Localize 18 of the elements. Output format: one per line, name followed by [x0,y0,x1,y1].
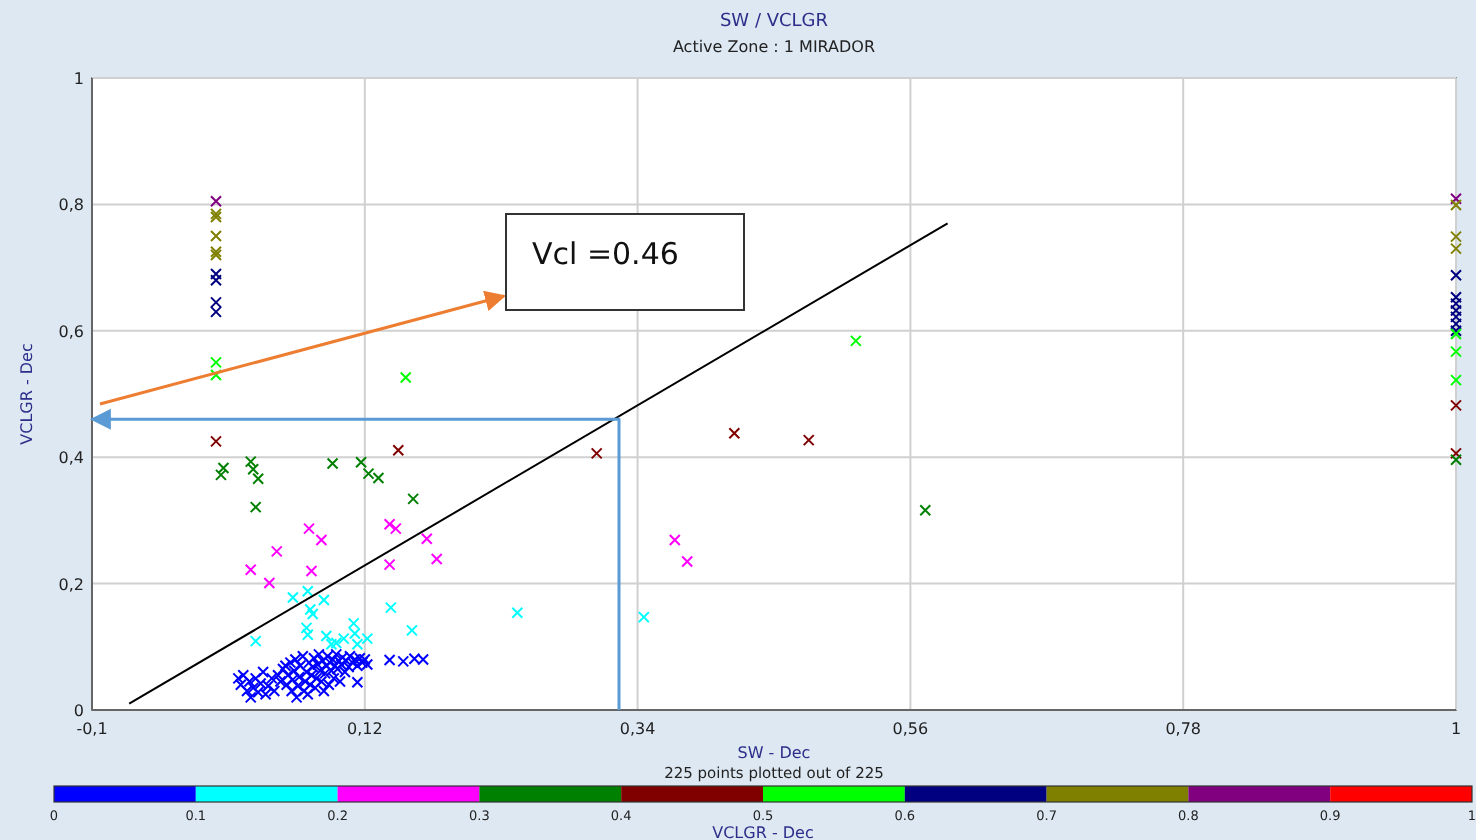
y-tick-label: 0 [73,702,84,720]
chart-title: SW / VCLGR [719,12,829,32]
x-tick-label: -0,1 [76,720,108,738]
y-tick-label: 1 [73,70,84,88]
y-tick-label: 0,6 [58,322,84,341]
y-tick-label: 0,8 [58,196,84,215]
x-tick-label: 0,12 [346,720,383,738]
y-tick-label: 0,4 [58,449,84,468]
y-tick-label: 0,2 [58,575,84,594]
x-axis-title: SW - Dec [737,744,811,762]
x-tick-label: 0,56 [892,720,929,738]
chart-subtitle: Active Zone : 1 MIRADOR [672,38,876,56]
annotation: Vcl =0.46 [532,236,679,272]
color-bar-title: VCLGR - Dec [712,824,814,840]
x-tick-label: 0,34 [619,720,656,738]
y-axis-title: VCLGR - Dec [18,343,36,445]
x-tick-label: 1 [1450,720,1462,738]
x-tick-label: 0,78 [1165,720,1202,738]
